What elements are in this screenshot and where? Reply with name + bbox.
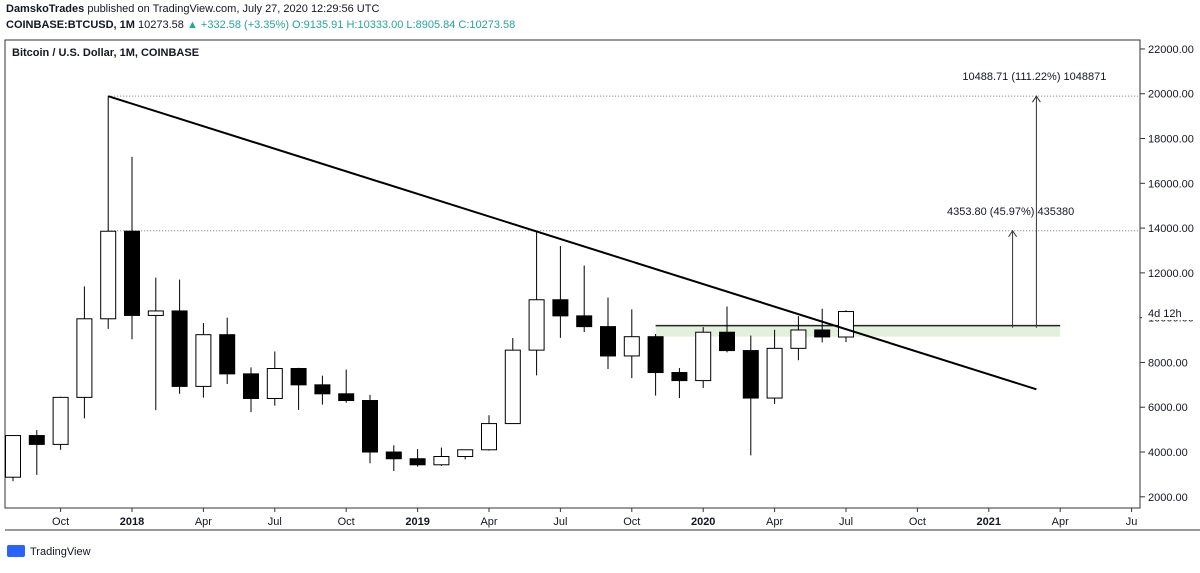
brand: TradingView (30, 546, 91, 558)
ohlc-text: O:9135.91 H:10333.00 L:8905.84 C:10273.5… (292, 19, 515, 31)
arrow-label: 10488.71 (111.22%) 1048871 (962, 71, 1106, 83)
x-tick-label: Jul (553, 516, 567, 528)
header-line: DamskoTrades published on TradingView.co… (6, 3, 379, 15)
x-tick-label: Apr (766, 516, 783, 528)
arrow-head (1031, 95, 1041, 103)
candle-body (671, 372, 688, 382)
published: published on TradingView.com, July 27, 2… (87, 3, 379, 15)
candle-body (528, 299, 545, 351)
candle-body (647, 336, 664, 374)
y-tick-label: 14000.00 (1148, 223, 1194, 235)
x-tick-label: Oct (623, 516, 640, 528)
candle-body (695, 331, 712, 382)
x-tick-label: Oct (338, 516, 355, 528)
candle-body (742, 350, 759, 399)
x-tick-label: Ju (1126, 516, 1138, 528)
candle-body (838, 311, 854, 338)
countdown-tag (1142, 306, 1198, 320)
candle-body (766, 347, 783, 399)
candle-body (814, 329, 831, 338)
y-tick-label: 6000.00 (1148, 402, 1188, 414)
candle-body (457, 449, 474, 457)
zone (655, 325, 1061, 337)
candle-body (623, 336, 640, 357)
symbol: COINBASE:BTCUSD, 1M (6, 19, 135, 31)
author: DamskoTrades (6, 3, 84, 15)
y-tick-label: 22000.00 (1148, 44, 1194, 56)
candle-body (409, 458, 426, 466)
x-tick-label: Jul (839, 516, 853, 528)
y-tick-label: 2000.00 (1148, 492, 1188, 504)
candle-body (338, 393, 355, 402)
trendline (107, 95, 1037, 391)
symbol-line: COINBASE:BTCUSD, 1M 10273.58 ▲ +332.58 (… (6, 19, 515, 31)
candle-body (100, 230, 117, 320)
candle-body (28, 435, 45, 445)
candle-body (195, 334, 212, 387)
x-tick-label: 2021 (977, 516, 1001, 528)
candle-body (481, 423, 497, 451)
candle-body (219, 334, 236, 375)
x-tick-label: Oct (52, 516, 69, 528)
x-tick-label: 2018 (120, 516, 144, 528)
chart-title: Bitcoin / U.S. Dollar, 1M, COINBASE (12, 47, 199, 59)
candle-body (362, 400, 378, 453)
candle-body (504, 349, 521, 425)
plot-frame (4, 39, 1141, 509)
candle-body (52, 396, 69, 445)
y-tick-label: 8000.00 (1148, 357, 1188, 369)
x-tick-label: 2019 (405, 516, 429, 528)
candle-body (243, 373, 259, 400)
y-tick-label: 12000.00 (1148, 268, 1194, 280)
arrow-head (1008, 229, 1018, 238)
change: ▲ +332.58 (+3.35%) (187, 19, 289, 31)
candle-body (576, 315, 593, 328)
logo (7, 545, 25, 557)
candle-body (266, 367, 283, 400)
candle-body (314, 384, 331, 395)
candle-body (552, 299, 569, 317)
x-tick-label: Apr (1052, 516, 1069, 528)
y-tick-label: 20000.00 (1148, 89, 1194, 101)
candle-body (171, 310, 188, 387)
candle-body (433, 455, 450, 466)
candle-body (147, 310, 164, 316)
candle-body (385, 451, 402, 460)
arrow-label: 4353.80 (45.97%) 435380 (947, 206, 1074, 218)
candle-body (76, 318, 93, 398)
x-tick-label: Apr (480, 516, 497, 528)
y-tick-label: 4000.00 (1148, 447, 1188, 459)
countdown: 4d 12h (1148, 308, 1182, 320)
candle-body (719, 331, 735, 352)
y-tick-label: 16000.00 (1148, 178, 1194, 190)
x-tick-label: Jul (268, 516, 282, 528)
candle-body (600, 326, 616, 357)
x-tick-label: Apr (195, 516, 212, 528)
candle-body (124, 230, 140, 316)
last-price: 10273.58 (138, 19, 184, 31)
candle-body (290, 367, 307, 386)
candle-body (790, 329, 807, 349)
x-tick-label: 2020 (691, 516, 715, 528)
y-tick-label: 18000.00 (1148, 134, 1194, 146)
x-tick-label: Oct (909, 516, 926, 528)
candle-body (5, 435, 21, 478)
